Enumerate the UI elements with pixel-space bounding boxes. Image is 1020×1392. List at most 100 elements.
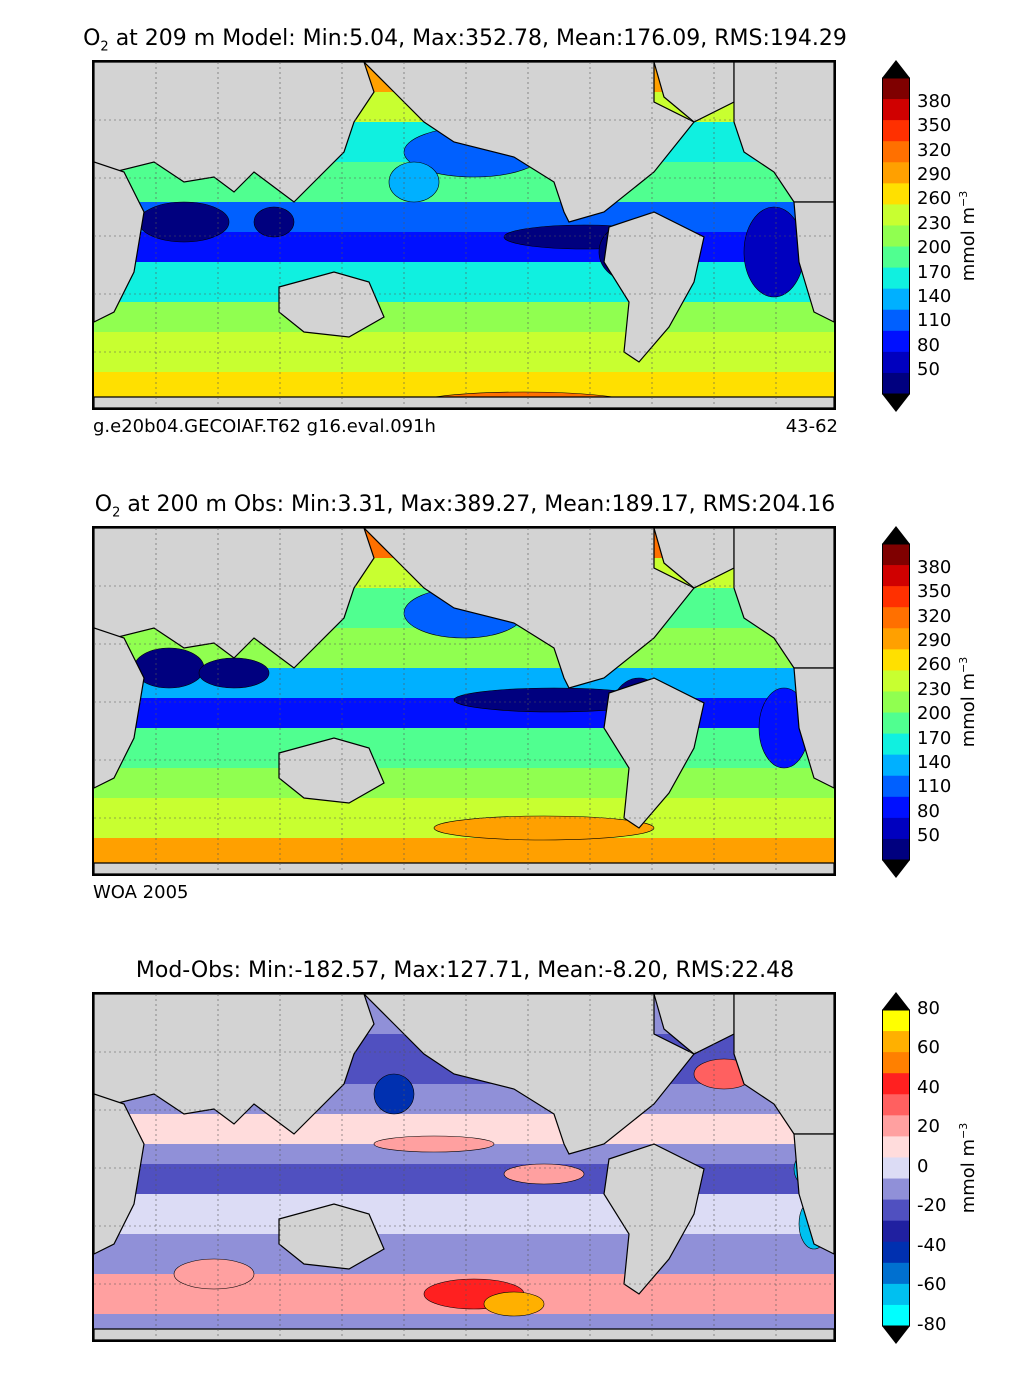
- ocean-feature: [388, 161, 440, 203]
- ocean-feature: [253, 206, 295, 238]
- model-panel: O2 at 209 m Model: Min:5.04, Max:352.78,…: [0, 0, 1020, 460]
- colorbar-swatch: [882, 1157, 910, 1180]
- colorbar-tick: 50: [917, 359, 940, 380]
- obs-map-svg: [94, 528, 834, 874]
- colorbar-swatch: [882, 1010, 910, 1032]
- colorbar-swatch: [882, 712, 910, 735]
- colorbar-swatch: [882, 1220, 910, 1243]
- ocean-feature: [373, 1073, 415, 1115]
- colorbar-tick: 350: [917, 581, 952, 602]
- ocean-band: [94, 768, 834, 798]
- colorbar-swatch: [882, 1094, 910, 1116]
- eurasia-west-landmass: [94, 994, 375, 1135]
- africa-landmass: [94, 627, 145, 789]
- colorbar-tick: 20: [917, 1116, 940, 1137]
- colorbar-swatch: [882, 1241, 910, 1264]
- panel-title: Mod-Obs: Min:-182.57, Max:127.71, Mean:-…: [135, 958, 795, 983]
- colorbar-swatch: [882, 586, 910, 608]
- panel-title: O2 at 209 m Model: Min:5.04, Max:352.78,…: [83, 26, 847, 55]
- colorbar-swatch: [882, 796, 910, 819]
- colorbar-tick: 290: [917, 630, 952, 651]
- colorbar-tick: -40: [917, 1235, 947, 1256]
- colorbar-swatch: [882, 649, 910, 671]
- ocean-band: [94, 1194, 834, 1234]
- colorbar-tick: 110: [917, 776, 952, 797]
- africa-landmass: [94, 161, 145, 323]
- ocean-band: [94, 302, 834, 332]
- run-id-label: g.e20b04.GECOIAF.T62 g16.eval.091h: [93, 416, 436, 437]
- colorbar-tick: 230: [917, 213, 952, 234]
- colorbar-swatch: [882, 288, 910, 311]
- model-map: [92, 60, 836, 410]
- colorbar-label: mmol m−3: [957, 190, 979, 282]
- australia-landmass: [278, 271, 385, 338]
- colorbar-swatch: [882, 120, 910, 142]
- colorbar-swatch: [882, 670, 910, 692]
- colorbar-swatch: [882, 1073, 910, 1095]
- africa-east-landmass: [793, 201, 834, 323]
- colorbar-swatch: [882, 309, 910, 332]
- colorbar-tick: 170: [917, 262, 952, 283]
- colorbar-swatch: [882, 1199, 910, 1222]
- colorbar-tick: 50: [917, 825, 940, 846]
- colorbar-tick: 200: [917, 237, 952, 258]
- colorbar-tick: 260: [917, 188, 952, 209]
- eurasia-landmass: [733, 994, 834, 1135]
- colorbar: [882, 526, 910, 878]
- colorbar-tick: 140: [917, 286, 952, 307]
- colorbar-max-extension: [882, 992, 910, 1010]
- colorbar-swatch: [882, 330, 910, 353]
- north-america-landmass: [363, 994, 695, 1155]
- africa-landmass: [94, 1093, 145, 1255]
- africa-east-landmass: [793, 1133, 834, 1255]
- colorbar-tick: 200: [917, 703, 952, 724]
- colorbar-swatch: [882, 691, 910, 714]
- colorbar-tick: 230: [917, 679, 952, 700]
- colorbar-swatch: [882, 1031, 910, 1053]
- colorbar-min-extension: [882, 1326, 910, 1344]
- ocean-band: [94, 232, 834, 262]
- colorbar-swatch: [882, 1304, 910, 1327]
- colorbar-swatch: [882, 246, 910, 269]
- colorbar-tick: 350: [917, 115, 952, 136]
- colorbar-swatch: [882, 1262, 910, 1285]
- colorbar-tick: 80: [917, 335, 940, 356]
- colorbar-swatch: [882, 817, 910, 840]
- colorbar-tick: -60: [917, 1274, 947, 1295]
- colorbar-swatch: [882, 607, 910, 629]
- colorbar-frame: [882, 1009, 910, 1327]
- colorbar-max-extension: [882, 526, 910, 544]
- ocean-feature: [133, 647, 205, 689]
- colorbar-swatch: [882, 351, 910, 374]
- years-label: 43-62: [785, 416, 838, 437]
- model-map-svg: [94, 62, 834, 408]
- ocean-band: [94, 262, 834, 302]
- eurasia-west-landmass: [94, 62, 375, 203]
- ocean-feature: [483, 1291, 545, 1317]
- ocean-band: [94, 1164, 834, 1194]
- colorbar-swatch: [882, 565, 910, 587]
- colorbar-tick: 110: [917, 310, 952, 331]
- south-america-landmass: [603, 1143, 705, 1295]
- colorbar-tick: -80: [917, 1314, 947, 1335]
- colorbar-swatch: [882, 267, 910, 290]
- south-america-landmass: [603, 211, 705, 363]
- colorbar-swatch: [882, 544, 910, 566]
- antarctica-landmass: [94, 1328, 834, 1340]
- colorbar-swatch: [882, 204, 910, 226]
- ocean-feature: [198, 657, 270, 689]
- africa-east-landmass: [793, 667, 834, 789]
- north-america-landmass: [363, 62, 695, 223]
- north-america-landmass: [363, 528, 695, 689]
- colorbar: [882, 992, 910, 1344]
- difference-panel: Mod-Obs: Min:-182.57, Max:127.71, Mean:-…: [0, 932, 1020, 1392]
- colorbar-tick: 380: [917, 91, 952, 112]
- colorbar-swatch: [882, 99, 910, 121]
- eurasia-landmass: [733, 62, 834, 203]
- obs-map: [92, 526, 836, 876]
- colorbar-tick: 260: [917, 654, 952, 675]
- colorbar-swatch: [882, 838, 910, 861]
- ocean-feature: [433, 815, 655, 841]
- colorbar-min-extension: [882, 860, 910, 878]
- difference-map: [92, 992, 836, 1342]
